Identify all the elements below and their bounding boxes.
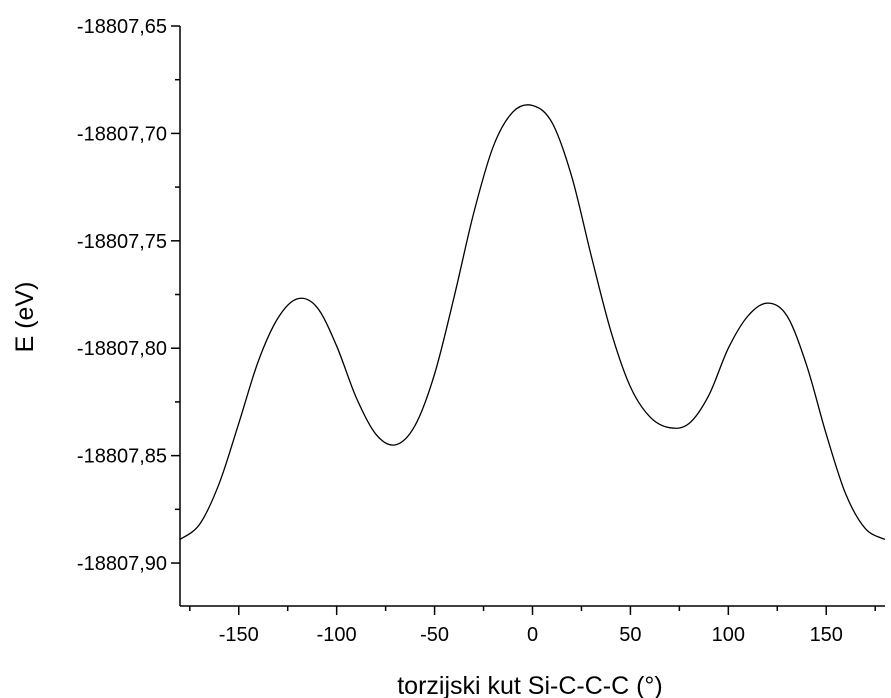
- y-tick-label: -18807,90: [77, 553, 167, 575]
- x-tick-label: -50: [420, 624, 449, 646]
- y-ticks: -18807,65 -18807,70 -18807,75 -18807,80 -188…: [77, 16, 180, 575]
- y-axis-title: E (eV): [11, 282, 39, 353]
- axes: [179, 26, 885, 607]
- y-tick-label: -18807,80: [77, 338, 167, 360]
- x-tick-label: -150: [219, 624, 259, 646]
- y-tick-label: -18807,85: [77, 446, 167, 468]
- x-tick-label: 100: [712, 624, 745, 646]
- y-tick-label: -18807,65: [77, 16, 167, 38]
- x-tick-label: 150: [810, 624, 843, 646]
- x-axis-title: torzijski kut Si-C-C-C (°): [397, 672, 663, 698]
- x-ticks: -150 -100 -50 0 50 100 150: [189, 606, 876, 646]
- plot-lines: [179, 104, 886, 540]
- x-tick-label: 50: [619, 624, 641, 646]
- series-line: [179, 104, 886, 540]
- y-tick-label: -18807,70: [77, 123, 167, 145]
- x-tick-label: 0: [527, 624, 538, 646]
- y-tick-label: -18807,75: [77, 231, 167, 253]
- x-tick-label: -100: [317, 624, 357, 646]
